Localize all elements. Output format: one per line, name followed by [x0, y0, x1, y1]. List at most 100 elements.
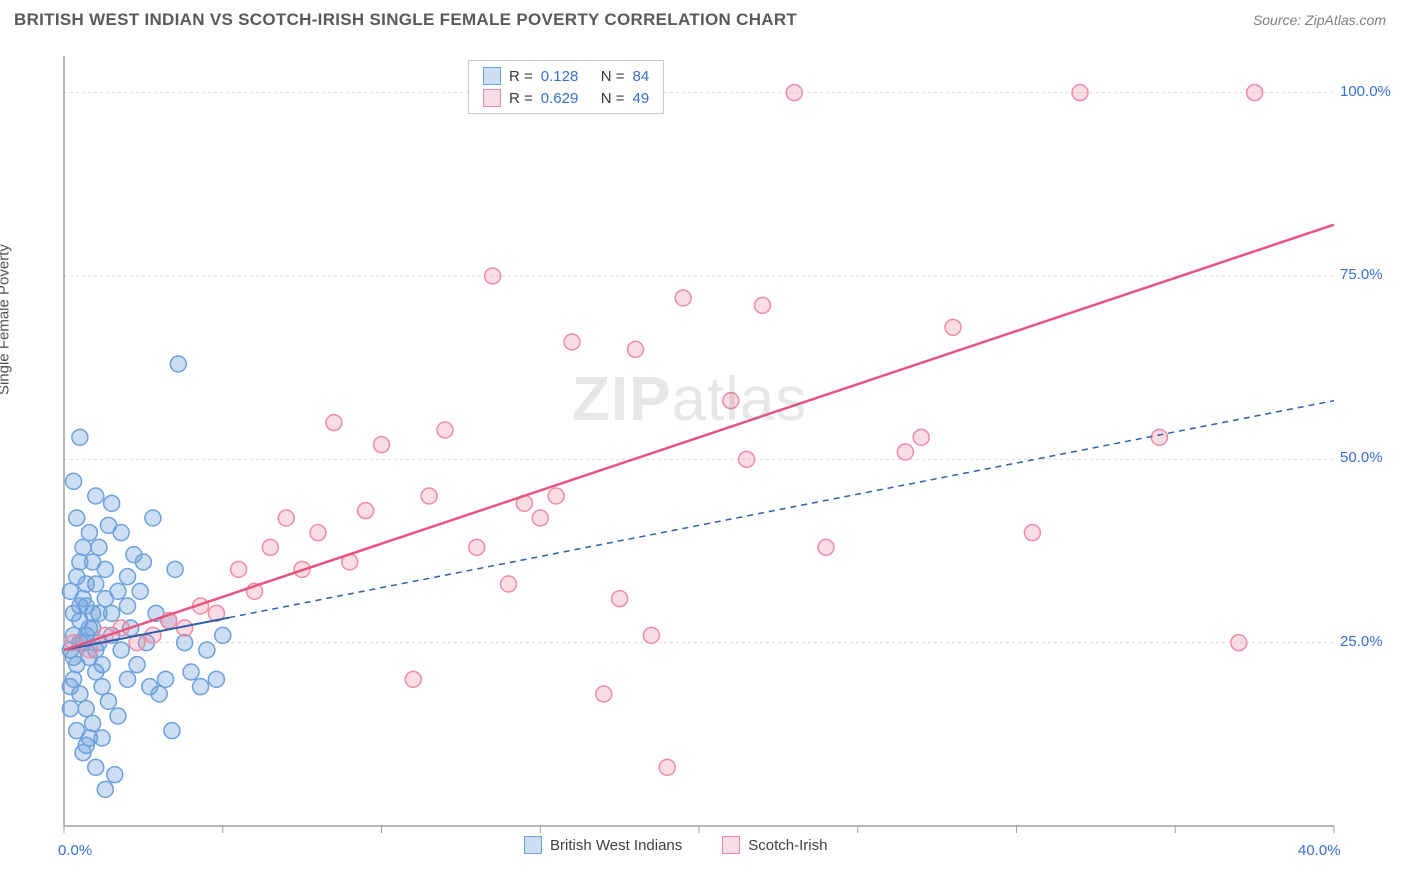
data-point-si [262, 539, 278, 555]
data-point-bwi [113, 642, 129, 658]
r-value: 0.128 [541, 68, 593, 85]
data-point-bwi [66, 473, 82, 489]
n-label: N = [601, 68, 625, 85]
data-point-bwi [88, 759, 104, 775]
data-point-si [485, 268, 501, 284]
data-point-si [326, 415, 342, 431]
data-point-bwi [129, 657, 145, 673]
data-point-si [675, 290, 691, 306]
source-prefix: Source: [1253, 12, 1305, 28]
n-label: N = [601, 90, 625, 107]
data-point-bwi [69, 510, 85, 526]
data-point-bwi [85, 554, 101, 570]
data-point-si [548, 488, 564, 504]
data-point-si [1072, 85, 1088, 101]
data-point-bwi [104, 495, 120, 511]
data-point-bwi [164, 723, 180, 739]
data-point-bwi [85, 715, 101, 731]
data-point-bwi [66, 649, 82, 665]
n-value: 84 [633, 68, 650, 85]
data-point-si [659, 759, 675, 775]
legend-label: Scotch-Irish [748, 837, 827, 854]
y-tick-label: 100.0% [1340, 83, 1391, 100]
x-tick-label: 40.0% [1298, 842, 1341, 859]
data-point-bwi [151, 686, 167, 702]
data-point-bwi [81, 525, 97, 541]
data-point-bwi [75, 539, 91, 555]
y-tick-label: 25.0% [1340, 633, 1383, 650]
data-point-bwi [120, 569, 136, 585]
data-point-bwi [110, 708, 126, 724]
r-value: 0.629 [541, 90, 593, 107]
data-point-si [739, 451, 755, 467]
data-point-si [1231, 635, 1247, 651]
legend-label: British West Indians [550, 837, 682, 854]
data-point-si [405, 671, 421, 687]
data-point-si [310, 525, 326, 541]
data-point-si [786, 85, 802, 101]
data-point-bwi [100, 693, 116, 709]
data-point-bwi [120, 598, 136, 614]
data-point-si [421, 488, 437, 504]
data-point-bwi [69, 723, 85, 739]
data-point-si [913, 429, 929, 445]
stats-row-bwi: R = 0.128 N = 84 [469, 65, 663, 87]
data-point-si [897, 444, 913, 460]
data-point-bwi [170, 356, 186, 372]
data-point-si [564, 334, 580, 350]
data-point-si [755, 297, 771, 313]
n-value: 49 [633, 90, 650, 107]
chart-source: Source: ZipAtlas.com [1253, 12, 1386, 28]
chart-area: Single Female Poverty ZIPatlas R = 0.128… [14, 46, 1392, 878]
swatch-si [483, 89, 501, 107]
data-point-bwi [215, 627, 231, 643]
legend-swatch-si [722, 836, 740, 854]
data-point-bwi [78, 737, 94, 753]
data-point-bwi [66, 605, 82, 621]
data-point-bwi [183, 664, 199, 680]
y-tick-label: 75.0% [1340, 266, 1383, 283]
data-point-si [643, 627, 659, 643]
data-point-si [231, 561, 247, 577]
data-point-bwi [199, 642, 215, 658]
data-point-si [596, 686, 612, 702]
swatch-bwi [483, 67, 501, 85]
data-point-bwi [104, 605, 120, 621]
trendline-si [64, 225, 1334, 650]
data-point-bwi [132, 583, 148, 599]
y-axis-label: Single Female Poverty [0, 244, 13, 395]
data-point-bwi [97, 781, 113, 797]
data-point-si [1024, 525, 1040, 541]
data-point-bwi [177, 635, 193, 651]
data-point-bwi [120, 671, 136, 687]
data-point-bwi [167, 561, 183, 577]
trendline-bwi-ext [229, 401, 1334, 618]
data-point-bwi [72, 429, 88, 445]
data-point-bwi [94, 730, 110, 746]
data-point-bwi [85, 605, 101, 621]
data-point-si [818, 539, 834, 555]
data-point-bwi [94, 657, 110, 673]
series-legend: British West Indians Scotch-Irish [524, 836, 827, 854]
data-point-bwi [78, 576, 94, 592]
legend-item-si: Scotch-Irish [722, 836, 827, 854]
data-point-bwi [126, 547, 142, 563]
chart-title: BRITISH WEST INDIAN VS SCOTCH-IRISH SING… [14, 10, 797, 30]
scatter-chart [14, 46, 1392, 878]
data-point-bwi [158, 671, 174, 687]
data-point-si [145, 627, 161, 643]
data-point-si [532, 510, 548, 526]
data-point-si [723, 393, 739, 409]
data-point-bwi [88, 488, 104, 504]
data-point-bwi [78, 701, 94, 717]
data-point-si [374, 437, 390, 453]
data-point-bwi [91, 539, 107, 555]
y-tick-label: 50.0% [1340, 449, 1383, 466]
stats-legend-box: R = 0.128 N = 84 R = 0.629 N = 49 [468, 60, 664, 114]
legend-item-bwi: British West Indians [524, 836, 682, 854]
data-point-si [437, 422, 453, 438]
data-point-bwi [62, 679, 78, 695]
data-point-si [945, 319, 961, 335]
data-point-bwi [145, 510, 161, 526]
data-point-si [1247, 85, 1263, 101]
